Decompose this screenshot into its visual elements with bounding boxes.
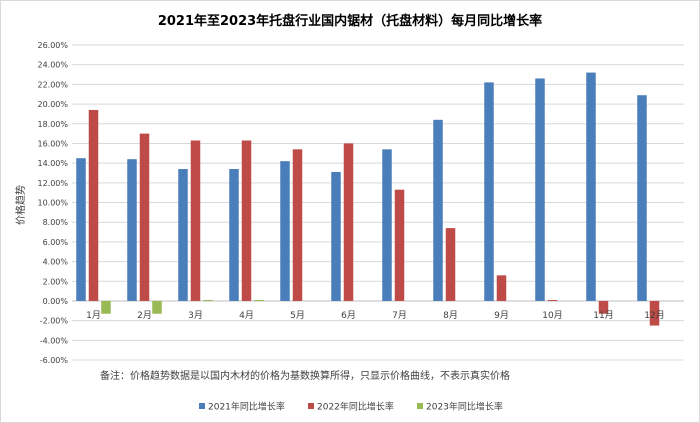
bar [331, 171, 341, 301]
legend-swatch [199, 403, 205, 409]
legend-swatch [308, 403, 314, 409]
x-tick-labels: 1月 2月 3月 4月 5月 6月 7月 8月 9月 10月 11月 12月 [86, 310, 665, 321]
x-tick-label: 1月 [86, 310, 101, 321]
x-tick-label: 12月 [644, 310, 664, 321]
y-tick-label: -4.00% [40, 336, 69, 345]
y-tick-label: 8.00% [43, 218, 69, 227]
bar [139, 133, 150, 301]
x-tick-label: 8月 [443, 310, 458, 321]
y-tick-labels: -6.00% -4.00% -2.00% 0.00% 2.00% 4.00% 6.00% 8.… [37, 41, 68, 365]
y-tick-label: -2.00% [40, 317, 69, 326]
bar [280, 161, 290, 301]
bar [535, 78, 545, 301]
y-tick-label: 18.00% [37, 120, 68, 129]
x-tick-label: 7月 [392, 310, 407, 321]
x-tick-label: 9月 [494, 310, 509, 321]
y-axis-label: 价格趋势 [14, 185, 27, 225]
bar [382, 149, 392, 301]
y-tick-label: 24.00% [37, 61, 68, 70]
bar [292, 149, 303, 301]
bar [433, 119, 443, 301]
x-tick-label: 6月 [341, 310, 356, 321]
bar [88, 109, 99, 301]
bar [547, 299, 558, 301]
y-tick-label: 10.00% [37, 199, 68, 208]
bar [343, 143, 354, 301]
x-tick-label: 4月 [239, 310, 254, 321]
grid-lines [72, 44, 684, 361]
chart-title: 2021年至2023年托盘行业国内锯材（托盘材料）每月同比增长率 [158, 13, 542, 29]
bar [496, 275, 507, 301]
y-tick-label: 2.00% [43, 277, 69, 286]
bar [394, 189, 405, 301]
y-tick-label: 14.00% [37, 159, 68, 168]
legend-label: 2023年同比增长率 [426, 401, 503, 413]
y-tick-label: 16.00% [37, 139, 68, 148]
y-tick-label: 12.00% [37, 179, 68, 188]
chart-note: 备注：价格趋势数据是以国内木材的价格为基数换算所得，只显示价格曲线，不表示真实价… [100, 369, 510, 382]
bar [101, 300, 111, 314]
y-tick-label: 22.00% [37, 80, 68, 89]
bar [178, 169, 188, 301]
bar [76, 158, 86, 301]
bar [229, 169, 239, 301]
x-tick-label: 10月 [542, 310, 562, 321]
y-tick-label: 6.00% [43, 238, 69, 247]
legend-label: 2022年同比增长率 [317, 401, 394, 413]
y-tick-label: 4.00% [43, 258, 69, 267]
bar [598, 300, 609, 314]
bar [127, 159, 137, 301]
bar [649, 300, 660, 326]
legend-swatch [417, 403, 423, 409]
bar [637, 95, 647, 301]
x-tick-label: 2月 [137, 310, 152, 321]
y-tick-label: 20.00% [37, 100, 68, 109]
bars [76, 72, 660, 326]
bar [254, 299, 264, 301]
bar [203, 299, 213, 301]
x-tick-label: 5月 [290, 310, 305, 321]
y-tick-label: 0.00% [43, 297, 69, 306]
bar [445, 228, 456, 301]
legend: 2021年同比增长率 2022年同比增长率 2023年同比增长率 [199, 401, 503, 413]
bar [241, 140, 252, 301]
legend-label: 2021年同比增长率 [208, 401, 285, 413]
y-tick-label: -6.00% [40, 356, 69, 365]
bar [484, 82, 494, 301]
x-tick-label: 11月 [593, 310, 613, 321]
bar [586, 72, 596, 301]
x-tick-label: 3月 [188, 310, 203, 321]
y-tick-label: 26.00% [37, 41, 68, 50]
bar [190, 140, 201, 301]
bar [152, 300, 162, 314]
